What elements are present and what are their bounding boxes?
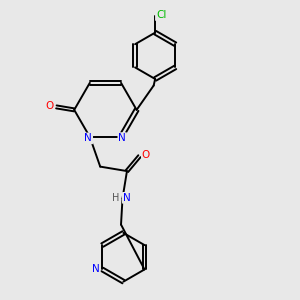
Text: H: H [112,193,120,203]
Text: N: N [85,134,92,143]
Text: O: O [46,101,54,111]
Text: Cl: Cl [156,10,166,20]
Text: N: N [92,265,100,275]
Text: N: N [118,133,126,143]
Text: O: O [142,150,150,160]
Text: N: N [123,193,130,203]
